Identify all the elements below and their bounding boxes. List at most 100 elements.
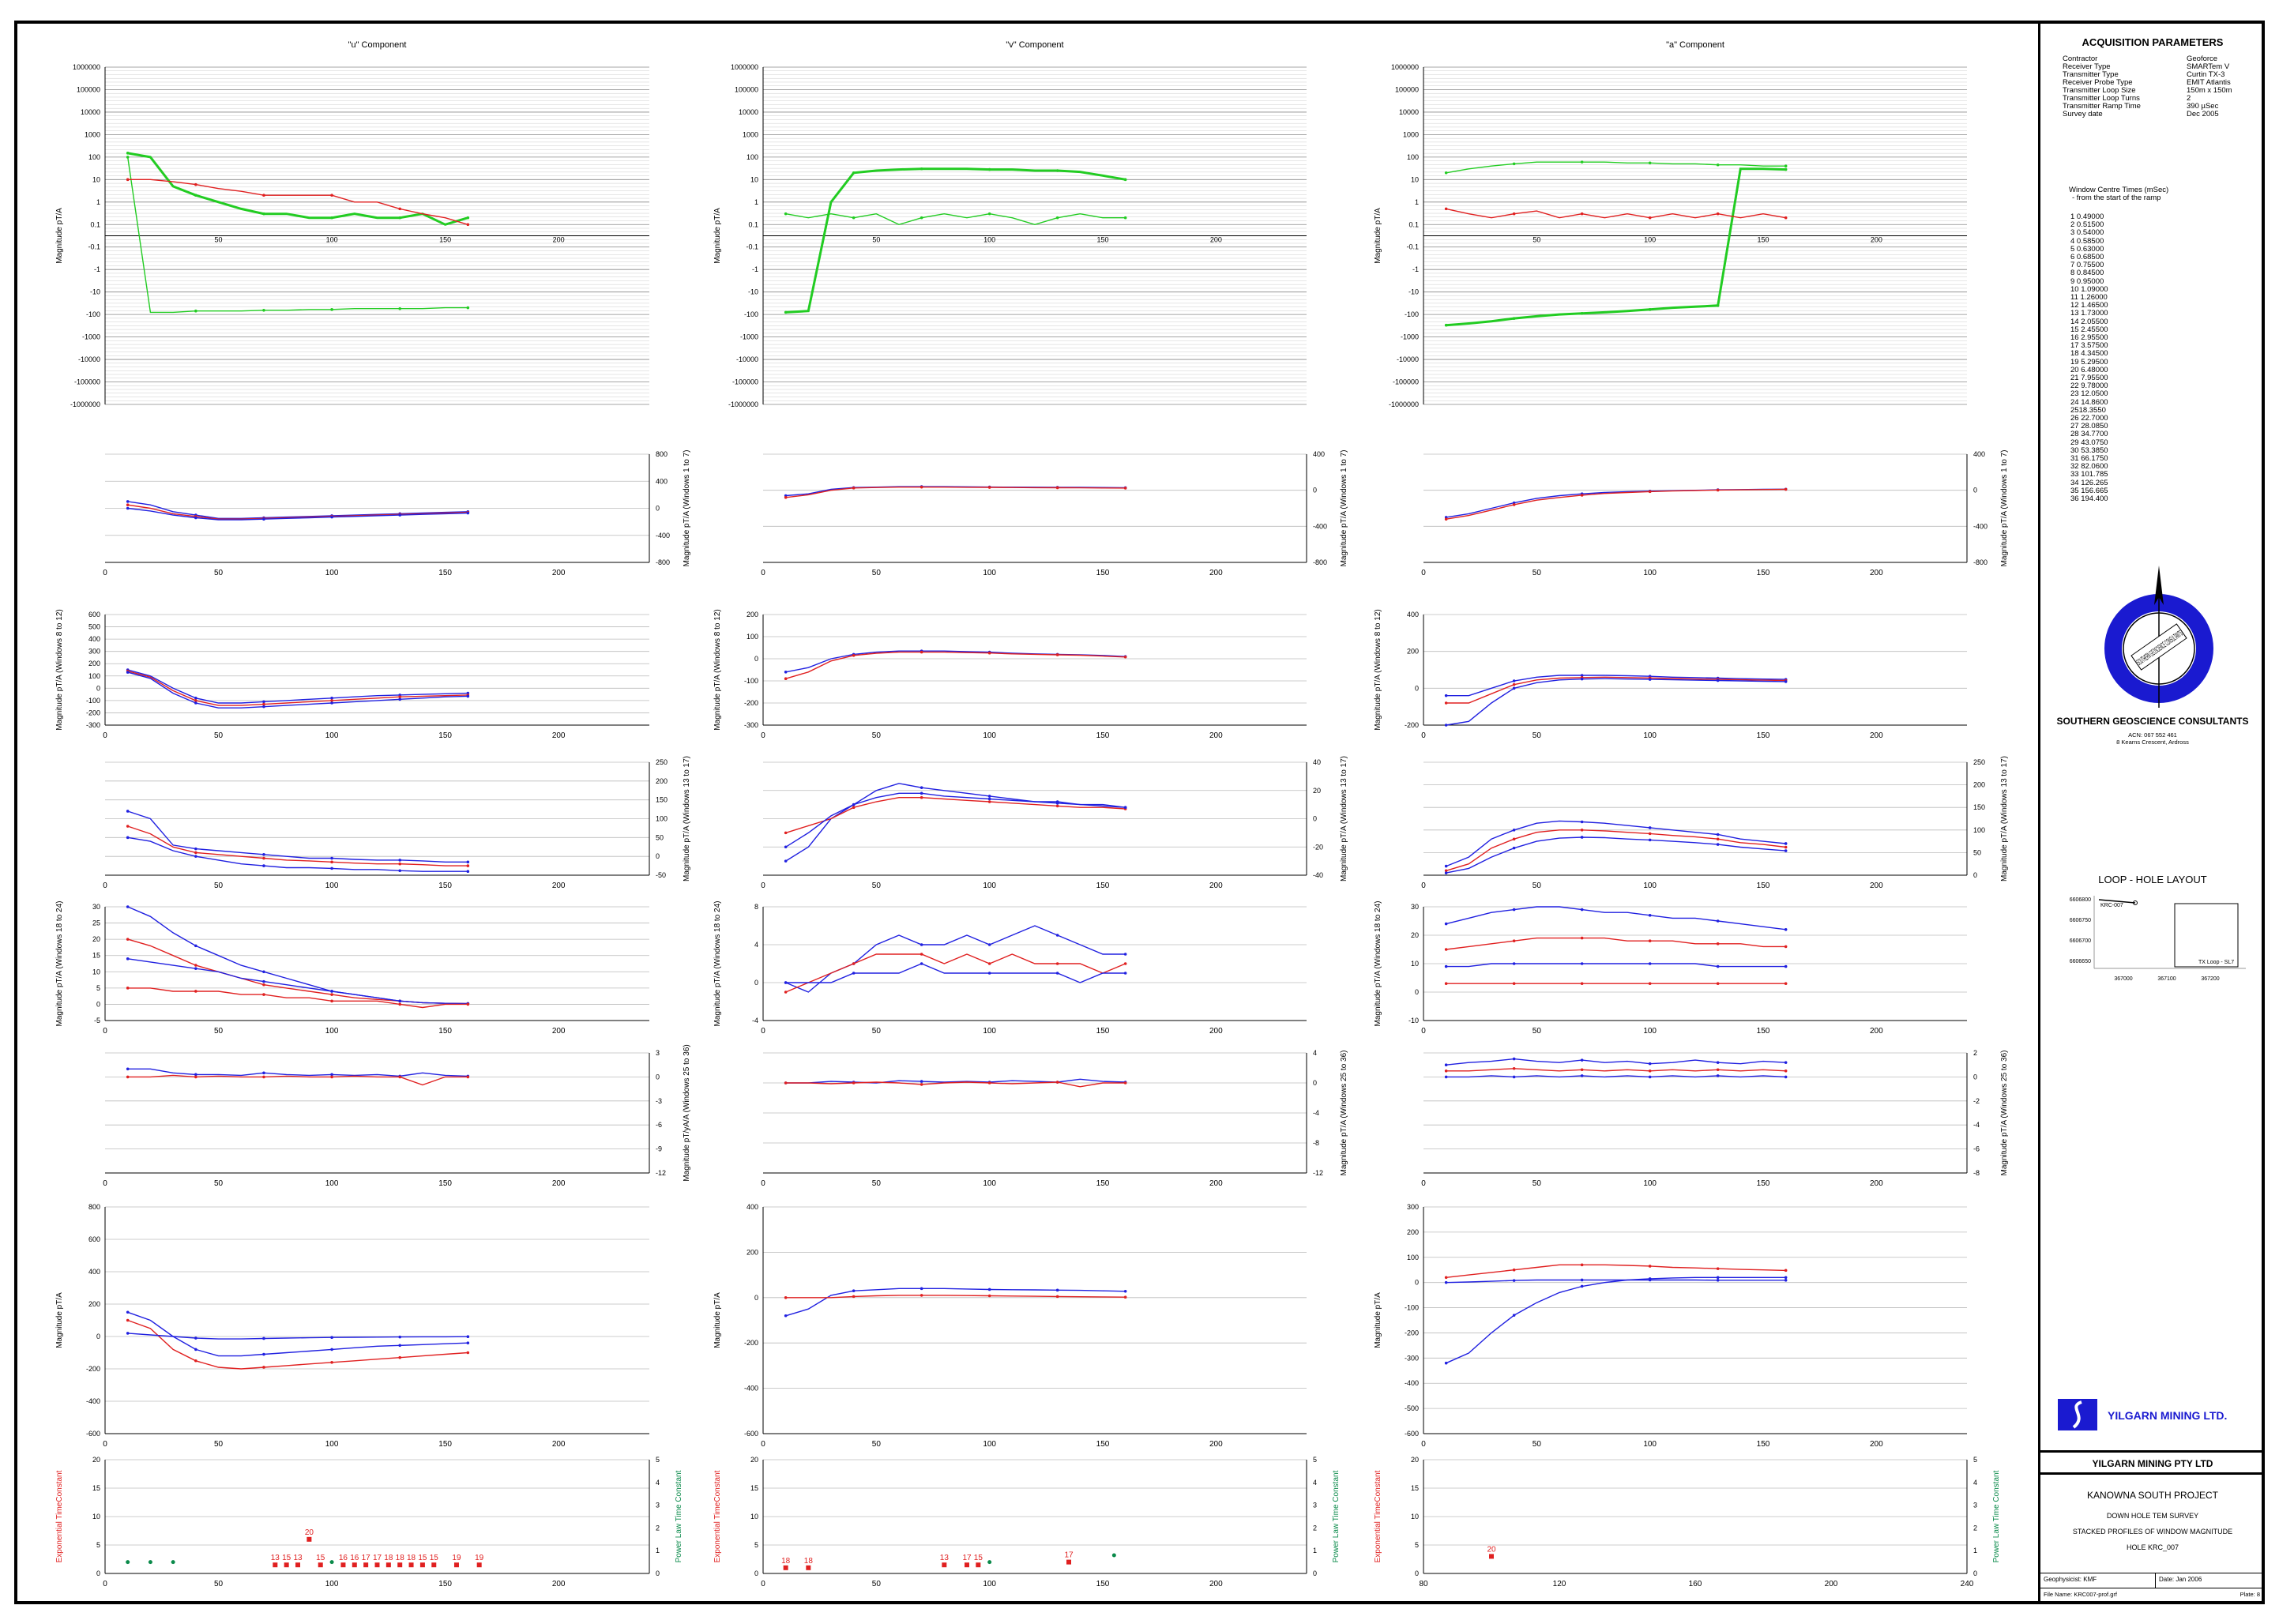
- data-point: [852, 806, 856, 809]
- series-line: [785, 167, 1126, 314]
- xtick-label: 200: [1870, 882, 1883, 890]
- data-point: [1444, 701, 1448, 705]
- data-point: [398, 695, 402, 699]
- xtick-label: 150: [438, 1179, 452, 1188]
- series-line: [1446, 678, 1786, 726]
- rule: [2040, 1450, 2265, 1453]
- exp-point: [397, 1562, 403, 1568]
- xtick-label: 100: [983, 1179, 996, 1188]
- window-time: 29 43.0750: [2070, 438, 2108, 447]
- ytick-label: -0.1: [746, 243, 758, 251]
- xtick-label: 200: [1209, 731, 1223, 740]
- data-point: [1055, 934, 1059, 937]
- exp-point-label: 15: [316, 1554, 325, 1562]
- data-point: [1580, 160, 1584, 164]
- data-point: [784, 310, 788, 314]
- data-point: [1444, 694, 1448, 697]
- data-point: [1444, 171, 1448, 175]
- xtick-label: 100: [983, 1580, 996, 1588]
- ytick-label: 5: [96, 984, 100, 992]
- data-point: [919, 216, 923, 220]
- y2tick-label: 0: [1313, 1569, 1317, 1577]
- data-point: [126, 836, 130, 840]
- ytick-label: 0: [656, 505, 660, 513]
- data-point: [1716, 1267, 1720, 1270]
- ytick-label: 0: [656, 1073, 660, 1081]
- xtick-label: 150: [1096, 1580, 1110, 1588]
- data-point: [1648, 982, 1652, 985]
- ytick-label: 10: [92, 968, 100, 976]
- ytick-label: 1000: [743, 130, 758, 138]
- data-point: [398, 999, 402, 1003]
- ytick-label: 0: [754, 1569, 758, 1577]
- client-logo-text: YILGARN MINING LTD.: [2108, 1409, 2228, 1422]
- y-axis-label: Magnitude pT/A (Windows 13 to 17): [2000, 756, 2009, 882]
- xtick-label: 150: [1757, 236, 1769, 244]
- series-line: [1446, 675, 1786, 697]
- series-line: [127, 938, 468, 1005]
- xtick-label: 100: [325, 1580, 339, 1588]
- data-point: [1784, 1061, 1788, 1064]
- window-time: 6 0.68500: [2070, 253, 2104, 261]
- window-time: 30 53.3850: [2070, 445, 2108, 455]
- y2tick-label: 2: [656, 1524, 660, 1532]
- ytick-label: -40: [1313, 871, 1323, 879]
- ytick-label: -100: [1405, 1304, 1419, 1312]
- ytick-label: -400: [86, 1397, 100, 1405]
- data-point: [126, 957, 130, 960]
- xtick-label: 50: [872, 569, 882, 577]
- ytick-label: -100: [86, 697, 100, 705]
- data-point: [852, 1081, 856, 1085]
- data-point: [1055, 486, 1059, 490]
- window-time: 35 156.665: [2070, 486, 2108, 495]
- exp-point-label: 20: [305, 1528, 314, 1537]
- ytick-label: 200: [747, 611, 758, 618]
- ytick-label: 0: [1415, 684, 1419, 692]
- pow-point: [148, 1560, 152, 1565]
- ytick-label: 100000: [735, 85, 758, 93]
- ytick-label: -200: [86, 1365, 100, 1373]
- series-line: [1446, 1058, 1786, 1066]
- ytick-label: 15: [92, 952, 100, 960]
- ytick-label: -1000: [1401, 333, 1419, 341]
- ytick-label: -4: [1973, 1121, 1980, 1129]
- data-point: [1648, 678, 1652, 681]
- xtick-label: 150: [1096, 569, 1110, 577]
- series-line: [127, 669, 468, 704]
- series-line: [1446, 937, 1786, 950]
- data-point: [1784, 1075, 1788, 1079]
- ytick-label: 800: [88, 1203, 100, 1211]
- xtick-label: 200: [553, 236, 565, 244]
- ytick-label: -10: [1408, 1017, 1419, 1024]
- data-point: [398, 1002, 402, 1006]
- data-point: [1055, 1295, 1059, 1299]
- xtick-label: 100: [1643, 731, 1657, 740]
- series-line: [1446, 1068, 1786, 1072]
- data-point: [852, 1295, 856, 1299]
- xtick-label: 0: [761, 1027, 765, 1036]
- data-point: [1123, 1295, 1127, 1299]
- ytick-label: -6: [1973, 1145, 1980, 1153]
- acq-key: Receiver Probe Type: [2063, 78, 2133, 87]
- plot-description: STACKED PROFILES OF WINDOW MAGNITUDE: [2072, 1528, 2233, 1536]
- data-point: [784, 859, 788, 863]
- window-time: 3 0.54000: [2070, 228, 2104, 238]
- acq-key: Survey date: [2063, 110, 2103, 118]
- series-line: [785, 651, 1126, 679]
- data-point: [194, 516, 197, 520]
- ytick-label: 5: [754, 1541, 758, 1549]
- yilgarn-swirl-icon: [2072, 1400, 2082, 1429]
- y2tick-label: 2: [1973, 1524, 1977, 1532]
- series-line: [1446, 829, 1786, 871]
- data-point: [330, 194, 333, 197]
- data-point: [1512, 939, 1516, 942]
- series-line: [1446, 963, 1786, 968]
- data-point: [330, 515, 333, 519]
- data-point: [919, 943, 923, 946]
- exp-point: [295, 1562, 301, 1568]
- y-axis-label: Magnitude pT/A: [713, 1292, 722, 1348]
- exp-point: [273, 1562, 278, 1568]
- xtick-label: 0: [1421, 1440, 1426, 1449]
- data-point: [1580, 674, 1584, 677]
